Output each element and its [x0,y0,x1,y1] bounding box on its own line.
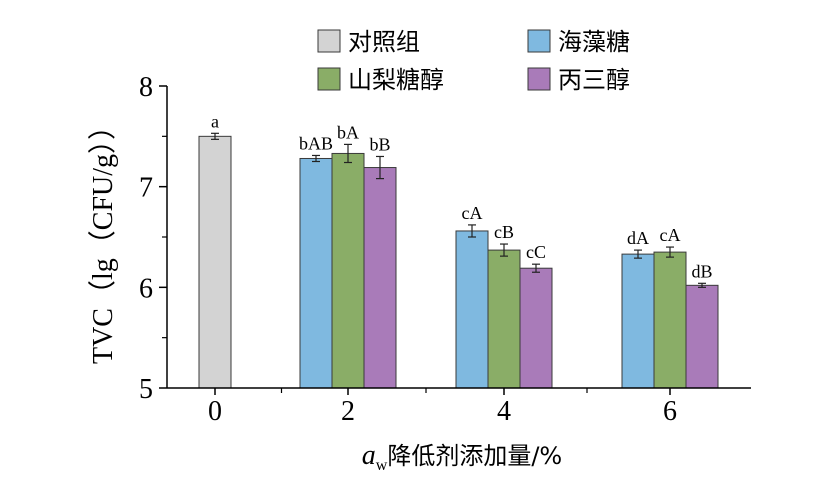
data-label: bA [337,122,359,142]
bar [653,251,687,389]
data-label: dA [627,228,649,248]
bar [299,157,333,389]
legend-swatch [317,29,341,53]
y-tick-label: 7 [139,173,153,204]
legend-label: 海藻糖 [558,28,630,56]
legend-label: 对照组 [348,28,420,56]
bar [198,135,232,389]
data-label: cB [494,222,514,242]
bar [455,230,489,389]
legend-label: 丙三醇 [558,66,630,94]
x-axis-label: aw降低剂添加量/% [362,440,562,474]
x-axis-label-italic: a [362,440,376,471]
bar [621,253,655,389]
data-label: bAB [299,133,333,153]
data-label: cA [462,203,483,223]
y-axis-label: TVC（lg（CFU/g）） [87,112,119,364]
y-tick-label: 8 [139,72,153,103]
bar [685,284,719,389]
axes-group: 5 6 7 8 0 2 4 6 [139,72,751,427]
data-label: bB [369,134,390,154]
x-axis-label-text: 降低剂添加量/% [387,442,562,470]
data-label: cC [526,242,546,262]
legend-swatch [317,67,341,91]
legend-swatch [527,67,551,91]
bar [519,267,553,389]
legend-label: 山梨糖醇 [348,66,444,94]
data-label: dB [691,261,712,281]
data-label: a [211,111,219,131]
data-label: cA [660,225,681,245]
y-tick-label: 5 [139,374,153,405]
bar [363,167,397,389]
x-tick-label: 6 [663,396,677,427]
bar [331,152,365,389]
x-tick-label: 4 [497,396,511,427]
y-tick-label: 6 [139,273,153,304]
x-axis-label-subscript: w [376,457,388,474]
x-tick-label: 0 [208,396,222,427]
legend-swatch [527,29,551,53]
x-tick-label: 2 [341,396,355,427]
bar [487,249,521,389]
